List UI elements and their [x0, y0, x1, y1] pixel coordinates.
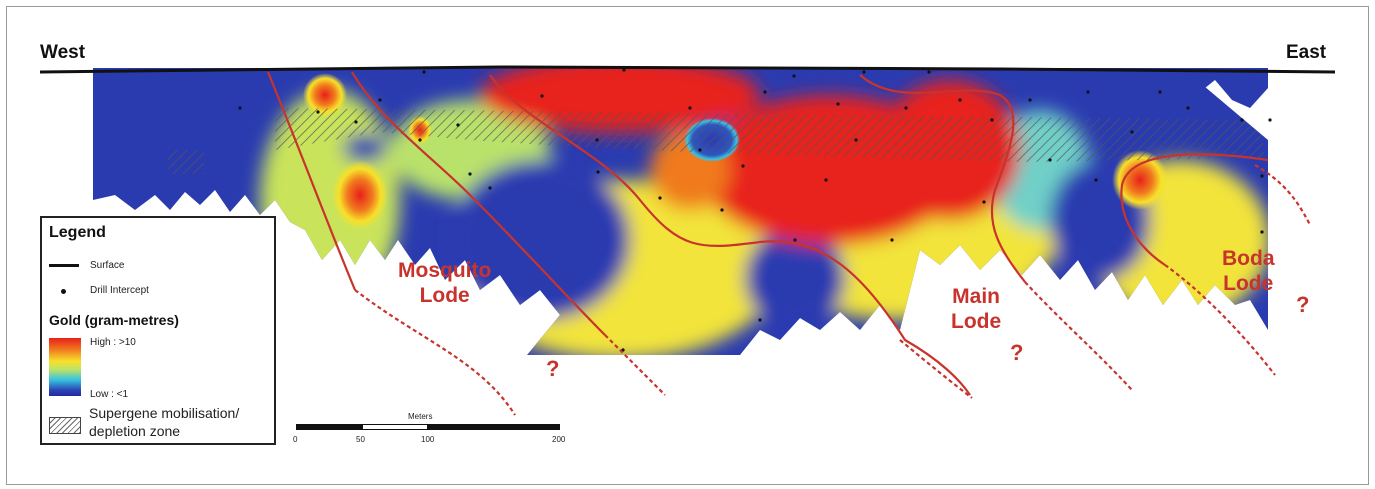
drill-intercept-dot	[836, 102, 840, 106]
drill-intercept-dot	[792, 74, 796, 78]
drill-intercept-dot	[927, 70, 931, 74]
drill-intercept-dot	[658, 196, 662, 200]
legend-supergene-line2: depletion zone	[89, 423, 181, 439]
drill-intercept-dot	[540, 94, 544, 98]
drill-intercept-dot	[1086, 90, 1090, 94]
main-lode-line2: Lode	[951, 310, 1002, 333]
drill-intercept-dot	[316, 110, 320, 114]
main-lode-line1: Main	[952, 285, 1000, 308]
west-label: West	[40, 42, 86, 63]
legend-supergene: Supergene mobilisation/ depletion zone	[89, 404, 239, 440]
drill-intercept-dot	[1186, 106, 1190, 110]
drill-intercept-dot	[1028, 98, 1032, 102]
supergene-swatch	[49, 417, 81, 434]
legend-low: Low : <1	[90, 389, 129, 400]
drill-intercept-dot	[982, 200, 986, 204]
boda-lode-label: Boda Lode	[1222, 246, 1275, 296]
drill-intercept-dot	[418, 138, 422, 142]
boda-lode-line1: Boda	[1222, 247, 1275, 270]
drill-intercept-dot	[378, 98, 382, 102]
mosquito-question-mark: ?	[546, 356, 560, 381]
drill-intercept-dot	[1260, 230, 1264, 234]
mosquito-lode-label: Mosquito Lode	[398, 258, 491, 308]
drill-intercept-dot	[758, 318, 762, 322]
legend-surface: Surface	[90, 260, 125, 271]
boda-lode-line2: Lode	[1223, 272, 1274, 295]
drill-intercept-dot	[596, 170, 600, 174]
legend-drill-intercept: Drill Intercept	[90, 285, 149, 296]
drill-intercept-dot	[354, 120, 358, 124]
legend-gold-title: Gold (gram-metres)	[49, 312, 179, 328]
drill-intercepts	[238, 68, 1272, 352]
boda-question-mark: ?	[1296, 292, 1310, 317]
drill-intercept-dot	[1158, 90, 1162, 94]
surface-line	[39, 65, 1336, 74]
drill-intercept-dot	[741, 164, 745, 168]
drill-intercept-dot	[990, 118, 994, 122]
drill-intercept-dot	[904, 106, 908, 110]
drill-intercept-dot	[793, 238, 797, 242]
mosquito-lode-line1: Mosquito	[398, 259, 492, 282]
legend: Legend Surface Drill Intercept Gold (gra…	[40, 216, 276, 445]
surface-swatch	[49, 264, 79, 267]
drill-intercept-dot	[890, 238, 894, 242]
legend-supergene-line1: Supergene mobilisation/	[89, 405, 240, 421]
main-question-mark: ?	[1010, 340, 1024, 365]
drill-intercept-dot	[1240, 118, 1244, 122]
scale-segment-1	[296, 424, 362, 430]
drill-intercept-dot	[720, 208, 724, 212]
drill-intercept-dot	[595, 138, 599, 142]
supergene-zone	[275, 108, 1265, 162]
scale-tick: 100	[421, 435, 435, 444]
drill-intercept-dot	[1130, 130, 1134, 134]
scale-segment-3	[428, 424, 560, 430]
drill-intercept-dot	[824, 178, 828, 182]
drill-intercept-dot	[238, 106, 242, 110]
drill-intercept-dot	[698, 148, 702, 152]
mosquito-lode-line2: Lode	[419, 284, 470, 307]
drill-intercept-dot	[862, 70, 866, 74]
drill-intercept-dot	[854, 138, 858, 142]
drill-intercept-dot	[1260, 174, 1264, 178]
drill-intercept-dot	[456, 123, 460, 127]
scale-segment-2	[362, 424, 428, 430]
scale-bar: Meters 0 50 100 200	[290, 408, 570, 448]
legend-title: Legend	[49, 224, 106, 241]
drill-intercept-dot	[763, 90, 767, 94]
main-lode-label: Main Lode	[951, 284, 1001, 334]
drill-intercept-dot	[1048, 158, 1052, 162]
drill-intercept-swatch	[61, 289, 66, 294]
legend-high: High : >10	[90, 337, 136, 348]
drill-intercept-dot	[422, 70, 426, 74]
drill-intercept-dot	[488, 186, 492, 190]
drill-intercept-dot	[958, 98, 962, 102]
gold-color-ramp	[49, 338, 81, 396]
drill-intercept-dot	[622, 68, 626, 72]
scale-unit: Meters	[408, 412, 433, 421]
drill-intercept-dot	[468, 172, 472, 176]
scale-tick: 50	[356, 435, 365, 444]
east-label: East	[1286, 42, 1327, 63]
drill-intercept-dot	[688, 106, 692, 110]
drill-intercept-dot	[1268, 118, 1272, 122]
drill-intercept-dot	[1094, 178, 1098, 182]
lode-traces	[266, 71, 1311, 416]
scale-tick: 200	[552, 435, 566, 444]
scale-tick: 0	[293, 435, 298, 444]
